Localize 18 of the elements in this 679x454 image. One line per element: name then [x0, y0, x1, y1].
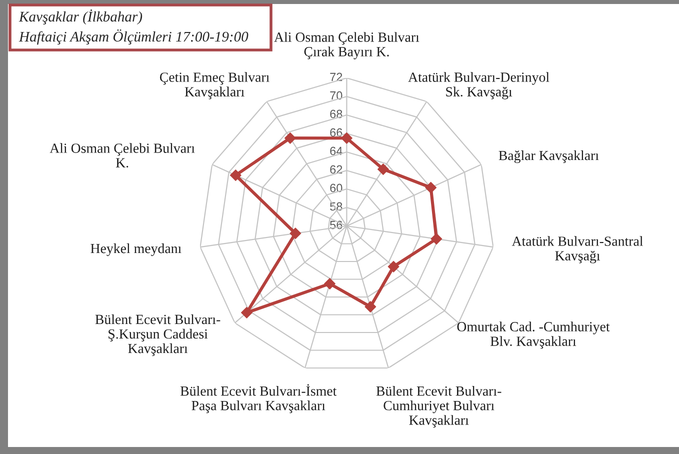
- spoke-label: Bağlar Kavşakları: [498, 150, 599, 164]
- y-tick-label: 64: [330, 146, 342, 156]
- spoke-label: Atatürk Bulvarı-Derinyol Sk. Kavşağı: [408, 72, 550, 100]
- chart-title: Kavşaklar (İlkbahar): [18, 9, 142, 25]
- spoke-label: Bülent Ecevit Bulvarı-İsmet Paşa Bulvarı Kavşakları: [180, 384, 337, 414]
- y-tick-label: 66: [330, 128, 342, 137]
- spoke-label: Ali Osman Çelebi Bulvarı K.: [50, 143, 195, 168]
- spoke-label: Çetin Emeç Bulvarı Kavşakları: [160, 72, 270, 100]
- spoke-label: Bülent Ecevit Bulvarı- Ş.Kurşun Caddesi Kavşakları: [95, 314, 220, 356]
- spoke-label: Atatürk Bulvarı-Santral Kavşağı: [512, 236, 643, 264]
- spoke-label: Bülent Ecevit Bulvarı- Cumhuriyet Bulvarı Kavşakları: [376, 386, 502, 428]
- chart-subtitle: Haftaiçi Akşam Ölçümleri 17:00-19:00: [18, 29, 248, 45]
- y-tick-label: 60: [330, 184, 342, 192]
- y-tick-label: 68: [330, 110, 342, 118]
- spoke-label: Heykel meydanı: [90, 243, 182, 256]
- y-tick-label: 70: [330, 91, 342, 100]
- spoke-label: Ali Osman Çelebi Bulvarı Çırak Bayırı K.: [274, 32, 420, 60]
- spoke-label: Omurtak Cad. -Cumhuriyet Blv. Kavşakları: [457, 322, 610, 349]
